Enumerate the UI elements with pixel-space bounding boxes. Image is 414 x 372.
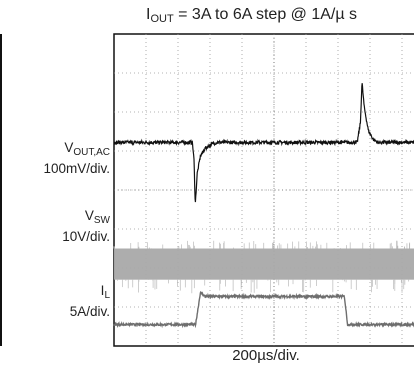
vout-trace (113, 83, 414, 203)
channel-name-vsw: VSW (84, 208, 110, 226)
channel-label-il: IL 5A/div. (70, 283, 110, 320)
x-axis-label: 200µs/div. (232, 347, 300, 364)
channel-scale-vout: 100mV/div. (43, 161, 110, 176)
channel-label-vsw: VSW 10V/div. (62, 208, 110, 245)
vsw-band (114, 248, 414, 280)
channel-scale-il: 5A/div. (69, 304, 110, 319)
channel-name-vout: VOUT,AC (64, 140, 110, 158)
channel-scale-vsw: 10V/div. (62, 229, 110, 244)
channel-label-vout: VOUT,AC 100mV/div. (43, 140, 110, 177)
channel-name-il: IL (100, 283, 110, 301)
il-trace (113, 290, 414, 329)
chart-title: IOUT = 3A to 6A step @ 1A/µ s (146, 6, 358, 25)
left-border-line (0, 34, 2, 346)
